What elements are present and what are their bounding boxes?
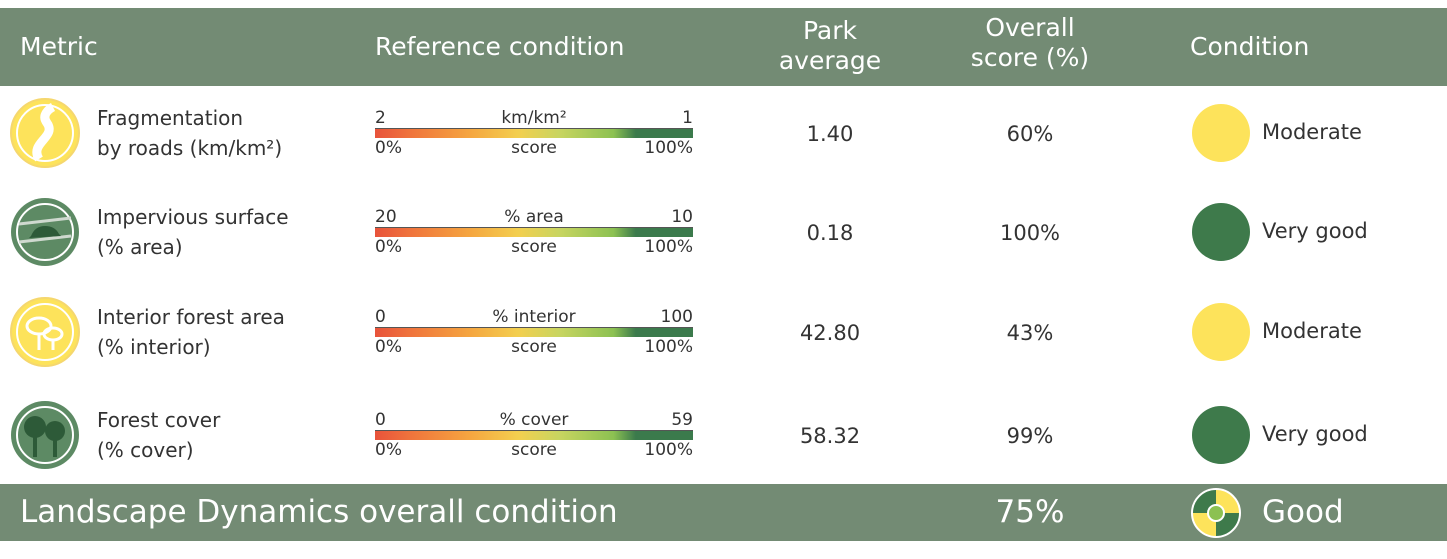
overall-score: 99% [1006,424,1054,448]
reference-scale: 0 % cover 59 0% score 100% [375,410,693,460]
reference-labels: 20 % area 10 [375,207,693,227]
overall-icon [1191,488,1241,538]
footer: Landscape Dynamics overall condition 75%… [0,484,1447,541]
condition-label: Moderate [1262,120,1362,144]
table-row: Impervious surface (% area) 20% area 10 0% sc… [0,185,1447,281]
metric-name: Fragmentation by roads (km/km²) [97,103,282,163]
score-left: 0% [375,440,402,460]
condition-label: Very good [1262,422,1368,446]
footer-condition: Good [1262,494,1344,530]
header: Metric Reference condition Park average O… [0,8,1447,86]
text: average [778,46,882,75]
condition-dot [1192,203,1250,261]
ref-left: 20 [375,207,397,227]
score-right: 100% [644,138,693,158]
text: score (%) [970,43,1090,72]
reference-labels: 0 % cover 59 [375,410,693,430]
score-label: score [511,440,557,460]
condition-dot [1192,303,1250,361]
ref-unit: % cover [499,410,569,430]
metric-name: Impervious surface (% area) [97,202,289,262]
ref-left: 0 [375,307,386,327]
score-labels: 0% score 100% [375,440,693,460]
metric-name-line: Forest cover [97,408,221,432]
reference-scale: 2 km/km² 1 0% score 100% [375,108,693,158]
gradient-bar [375,430,693,440]
park-average: 42.80 [799,321,861,345]
header-metric: Metric [20,32,98,61]
ref-right: 1 [682,108,693,128]
text: Park [802,16,858,45]
overall-score: 43% [1006,321,1054,345]
reference-scale: 0 % interior 100 0% score 100% [375,307,693,357]
header-score: Overall score (%) [930,13,1130,73]
overall-score: 60% [1006,122,1054,146]
metric-name-line: (% interior) [97,335,211,359]
park-average: 1.40 [806,122,854,146]
condition-label: Moderate [1262,319,1362,343]
footer-score: 75% [995,494,1065,530]
score-right: 100% [644,440,693,460]
table-row: Interior forest area (% interior) 0 % inter… [0,285,1447,381]
score-right: 100% [644,337,693,357]
reference-scale: 20% area 10 0% score 100% [375,207,693,257]
score-label: score [511,237,557,257]
reference-labels: 2 km/km² 1 [375,108,693,128]
score-left: 0% [375,138,402,158]
header-reference: Reference condition [375,32,625,61]
metric-name-line: (% cover) [97,438,194,462]
ref-unit: km/km² [501,108,567,128]
text: Overall [985,13,1075,42]
ref-right: 10 [671,207,693,227]
metric-name-line: Impervious surface [97,205,289,229]
metric-name-line: by roads (km/km²) [97,136,283,160]
score-right: 100% [644,237,693,257]
ref-right: 100 [660,307,693,327]
score-left: 0% [375,237,402,257]
ref-left: 0 [375,410,386,430]
condition-label: Very good [1262,219,1368,243]
score-label: score [511,138,557,158]
gradient-bar [375,227,693,237]
reference-labels: 0 % interior 100 [375,307,693,327]
gradient-bar [375,327,693,337]
metric-name-line: Interior forest area [97,305,285,329]
table-row: Fragmentation by roads (km/km²) 2 km/km² 1 0%… [0,86,1447,182]
score-labels: 0% score 100% [375,237,693,257]
metric-icon [11,401,79,469]
ref-unit: % area [504,207,564,227]
score-left: 0% [375,337,402,357]
park-average: 58.32 [799,424,861,448]
overall-score: 100% [999,221,1061,245]
metric-icon [11,198,79,266]
metric-icon [10,297,80,367]
metric-name: Forest cover (% cover) [97,405,220,465]
condition-dot [1192,406,1250,464]
header-park: Park average [730,16,930,76]
metric-name: Interior forest area (% interior) [97,302,285,362]
score-labels: 0% score 100% [375,337,693,357]
score-labels: 0% score 100% [375,138,693,158]
condition-dot [1192,104,1250,162]
metric-icon [10,98,80,168]
park-average: 0.18 [806,221,854,245]
ref-left: 2 [375,108,386,128]
ref-unit: % interior [492,307,576,327]
gradient-bar [375,128,693,138]
table-row: Forest cover (% cover) 0 % cover 59 0% score 10… [0,388,1447,484]
score-label: score [511,337,557,357]
footer-title: Landscape Dynamics overall condition [20,494,618,530]
metric-name-line: Fragmentation [97,106,244,130]
header-condition: Condition [1190,32,1310,61]
ref-right: 59 [671,410,693,430]
metric-name-line: (% area) [97,235,183,259]
